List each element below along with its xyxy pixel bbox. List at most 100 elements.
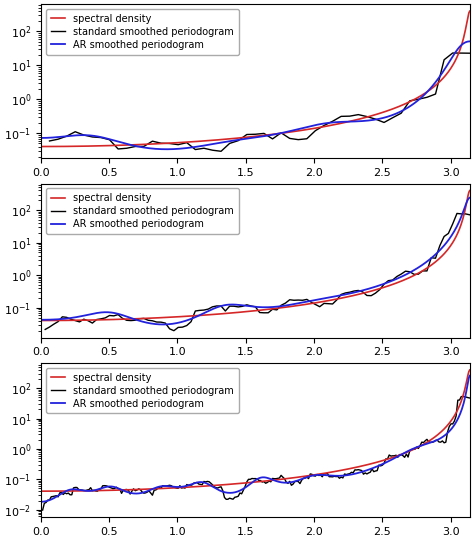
standard smoothed periodogram	[312, 128, 318, 134]
spectral density	[38, 143, 44, 150]
spectral density	[390, 106, 395, 113]
standard smoothed periodogram	[132, 143, 138, 150]
spectral density	[456, 403, 462, 409]
AR smoothed periodogram	[38, 499, 44, 505]
Line: standard smoothed periodogram: standard smoothed periodogram	[43, 397, 470, 510]
Line: spectral density: spectral density	[41, 190, 470, 320]
standard smoothed periodogram	[64, 133, 70, 140]
standard smoothed periodogram	[40, 507, 46, 513]
spectral density	[270, 306, 276, 312]
AR smoothed periodogram	[457, 216, 463, 222]
AR smoothed periodogram	[467, 372, 473, 379]
standard smoothed periodogram	[141, 315, 146, 322]
standard smoothed periodogram	[381, 119, 387, 126]
standard smoothed periodogram	[244, 131, 250, 138]
standard smoothed periodogram	[364, 113, 370, 120]
standard smoothed periodogram	[218, 148, 224, 155]
spectral density	[245, 134, 250, 141]
AR smoothed periodogram	[242, 485, 247, 491]
standard smoothed periodogram	[407, 97, 413, 104]
spectral density	[467, 187, 473, 194]
Line: spectral density: spectral density	[41, 11, 470, 147]
standard smoothed periodogram	[441, 57, 447, 63]
AR smoothed periodogram	[245, 303, 251, 309]
AR smoothed periodogram	[467, 38, 473, 44]
spectral density	[456, 48, 462, 55]
standard smoothed periodogram	[373, 116, 378, 122]
Line: AR smoothed periodogram: AR smoothed periodogram	[41, 375, 470, 502]
Line: standard smoothed periodogram: standard smoothed periodogram	[45, 214, 470, 331]
Line: AR smoothed periodogram: AR smoothed periodogram	[41, 197, 470, 325]
standard smoothed periodogram	[150, 138, 155, 144]
spectral density	[38, 317, 44, 324]
spectral density	[467, 8, 473, 15]
standard smoothed periodogram	[330, 118, 336, 124]
AR smoothed periodogram	[245, 135, 251, 142]
standard smoothed periodogram	[390, 115, 395, 121]
standard smoothed periodogram	[158, 140, 164, 147]
spectral density	[38, 488, 44, 494]
standard smoothed periodogram	[42, 326, 48, 333]
AR smoothed periodogram	[243, 136, 248, 142]
standard smoothed periodogram	[278, 130, 284, 136]
standard smoothed periodogram	[450, 221, 456, 227]
standard smoothed periodogram	[356, 111, 361, 118]
standard smoothed periodogram	[458, 393, 464, 400]
standard smoothed periodogram	[437, 242, 443, 249]
spectral density	[456, 226, 462, 233]
standard smoothed periodogram	[467, 395, 473, 401]
spectral density	[293, 128, 299, 134]
AR smoothed periodogram	[160, 321, 166, 328]
standard smoothed periodogram	[347, 113, 353, 120]
standard smoothed periodogram	[450, 421, 456, 427]
standard smoothed periodogram	[265, 309, 271, 316]
standard smoothed periodogram	[171, 327, 177, 334]
Line: standard smoothed periodogram: standard smoothed periodogram	[49, 53, 470, 151]
spectral density	[467, 367, 473, 373]
Legend: spectral density, standard smoothed periodogram, AR smoothed periodogram: spectral density, standard smoothed peri…	[46, 9, 238, 55]
AR smoothed periodogram	[243, 302, 248, 309]
spectral density	[245, 479, 250, 486]
AR smoothed periodogram	[38, 316, 44, 323]
spectral density	[270, 131, 276, 137]
spectral density	[242, 134, 247, 141]
standard smoothed periodogram	[90, 134, 95, 140]
spectral density	[270, 477, 276, 484]
standard smoothed periodogram	[335, 473, 341, 480]
standard smoothed periodogram	[321, 122, 327, 129]
standard smoothed periodogram	[287, 478, 292, 485]
spectral density	[390, 454, 395, 461]
AR smoothed periodogram	[271, 304, 277, 310]
AR smoothed periodogram	[293, 478, 299, 484]
spectral density	[242, 308, 247, 315]
standard smoothed periodogram	[124, 145, 129, 151]
standard smoothed periodogram	[261, 130, 267, 137]
standard smoothed periodogram	[192, 146, 198, 153]
standard smoothed periodogram	[124, 317, 129, 324]
standard smoothed periodogram	[107, 136, 112, 143]
spectral density	[390, 281, 395, 288]
standard smoothed periodogram	[201, 145, 207, 151]
AR smoothed periodogram	[294, 126, 300, 133]
standard smoothed periodogram	[236, 137, 241, 144]
standard smoothed periodogram	[416, 96, 421, 102]
AR smoothed periodogram	[457, 43, 463, 49]
standard smoothed periodogram	[175, 141, 181, 148]
spectral density	[245, 308, 250, 315]
standard smoothed periodogram	[467, 212, 473, 218]
standard smoothed periodogram	[141, 143, 146, 150]
AR smoothed periodogram	[38, 135, 44, 141]
standard smoothed periodogram	[433, 91, 438, 97]
standard smoothed periodogram	[110, 485, 116, 492]
Line: AR smoothed periodogram: AR smoothed periodogram	[41, 41, 470, 149]
standard smoothed periodogram	[338, 113, 344, 120]
spectral density	[242, 480, 247, 486]
standard smoothed periodogram	[167, 140, 173, 147]
spectral density	[293, 302, 299, 309]
AR smoothed periodogram	[294, 300, 300, 307]
standard smoothed periodogram	[287, 135, 292, 142]
standard smoothed periodogram	[210, 147, 215, 154]
spectral density	[293, 474, 299, 480]
standard smoothed periodogram	[184, 140, 190, 146]
standard smoothed periodogram	[424, 94, 430, 101]
